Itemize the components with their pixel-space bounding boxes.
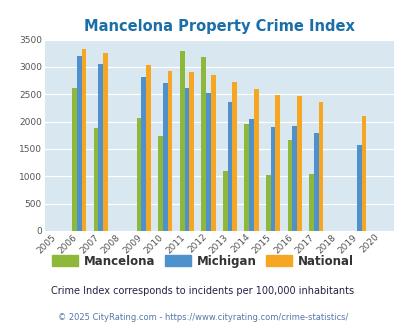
Bar xyxy=(287,140,292,231)
Bar xyxy=(201,57,206,231)
Bar xyxy=(253,89,258,231)
Bar xyxy=(308,174,313,231)
Bar xyxy=(158,136,162,231)
Bar xyxy=(265,175,270,231)
Bar xyxy=(270,127,275,231)
Bar xyxy=(146,65,151,231)
Text: © 2025 CityRating.com - https://www.cityrating.com/crime-statistics/: © 2025 CityRating.com - https://www.city… xyxy=(58,313,347,322)
Bar xyxy=(167,71,172,231)
Bar xyxy=(98,64,103,231)
Bar xyxy=(81,49,86,231)
Bar xyxy=(232,82,237,231)
Legend: Mancelona, Michigan, National: Mancelona, Michigan, National xyxy=(47,250,358,273)
Bar xyxy=(292,126,296,231)
Bar xyxy=(189,72,194,231)
Bar xyxy=(356,145,361,231)
Bar xyxy=(184,88,189,231)
Bar xyxy=(136,118,141,231)
Bar xyxy=(275,95,279,231)
Bar xyxy=(318,102,322,231)
Bar xyxy=(244,124,249,231)
Bar xyxy=(210,75,215,231)
Text: Crime Index corresponds to incidents per 100,000 inhabitants: Crime Index corresponds to incidents per… xyxy=(51,286,354,296)
Bar xyxy=(72,88,77,231)
Bar xyxy=(222,171,227,231)
Bar xyxy=(249,119,253,231)
Bar xyxy=(162,83,167,231)
Bar xyxy=(94,128,98,231)
Title: Mancelona Property Crime Index: Mancelona Property Crime Index xyxy=(83,19,354,34)
Bar xyxy=(313,133,318,231)
Bar xyxy=(227,103,232,231)
Bar xyxy=(141,77,146,231)
Bar xyxy=(206,93,210,231)
Bar xyxy=(77,56,81,231)
Bar xyxy=(361,115,366,231)
Bar xyxy=(296,96,301,231)
Bar xyxy=(179,51,184,231)
Bar xyxy=(103,53,108,231)
